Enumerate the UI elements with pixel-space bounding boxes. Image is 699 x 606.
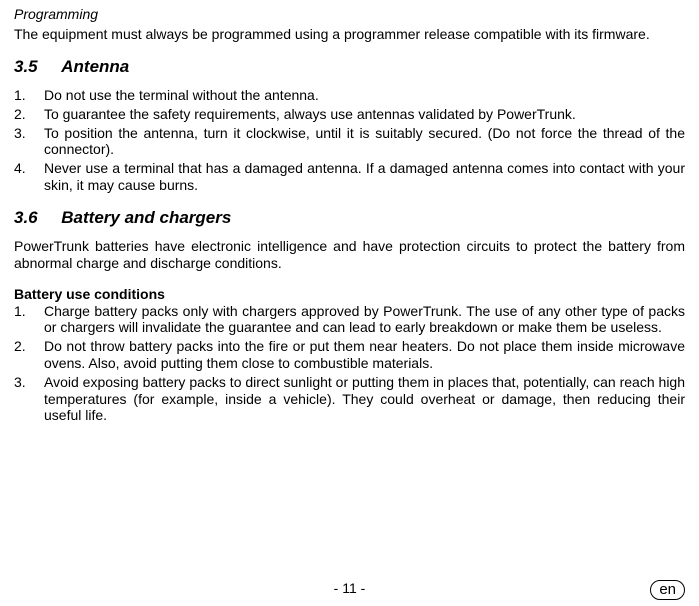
section-heading-battery: 3.6 Battery and chargers (14, 208, 685, 228)
battery-intro: PowerTrunk batteries have electronic int… (14, 238, 685, 272)
item-number: 3. (14, 125, 44, 159)
running-title: Programming (14, 6, 685, 23)
item-text: Do not throw battery packs into the fire… (44, 338, 685, 372)
list-item: 1.Do not use the terminal without the an… (14, 87, 685, 104)
item-number: 4. (14, 160, 44, 194)
antenna-list: 1.Do not use the terminal without the an… (14, 87, 685, 194)
item-number: 3. (14, 374, 44, 424)
section-heading-antenna: 3.5 Antenna (14, 57, 685, 77)
item-text: Never use a terminal that has a damaged … (44, 160, 685, 194)
item-number: 1. (14, 87, 44, 104)
item-text: Charge battery packs only with chargers … (44, 303, 685, 337)
item-text: To guarantee the safety requirements, al… (44, 106, 685, 123)
section-number: 3.5 (14, 57, 38, 76)
item-number: 2. (14, 106, 44, 123)
list-item: 3.To position the antenna, turn it clock… (14, 125, 685, 159)
list-item: 1.Charge battery packs only with charger… (14, 303, 685, 337)
page-number: - 11 - (0, 580, 699, 596)
battery-subhead: Battery use conditions (14, 286, 685, 303)
section-title: Antenna (61, 57, 129, 76)
list-item: 3.Avoid exposing battery packs to direct… (14, 374, 685, 424)
section-number: 3.6 (14, 208, 38, 227)
section-title: Battery and chargers (61, 208, 231, 227)
item-number: 2. (14, 338, 44, 372)
list-item: 2.Do not throw battery packs into the fi… (14, 338, 685, 372)
item-text: To position the antenna, turn it clockwi… (44, 125, 685, 159)
item-text: Do not use the terminal without the ante… (44, 87, 685, 104)
list-item: 4.Never use a terminal that has a damage… (14, 160, 685, 194)
item-text: Avoid exposing battery packs to direct s… (44, 374, 685, 424)
intro-paragraph: The equipment must always be programmed … (14, 26, 685, 43)
language-badge: en (650, 580, 685, 601)
item-number: 1. (14, 303, 44, 337)
list-item: 2.To guarantee the safety requirements, … (14, 106, 685, 123)
battery-list: 1.Charge battery packs only with charger… (14, 303, 685, 425)
